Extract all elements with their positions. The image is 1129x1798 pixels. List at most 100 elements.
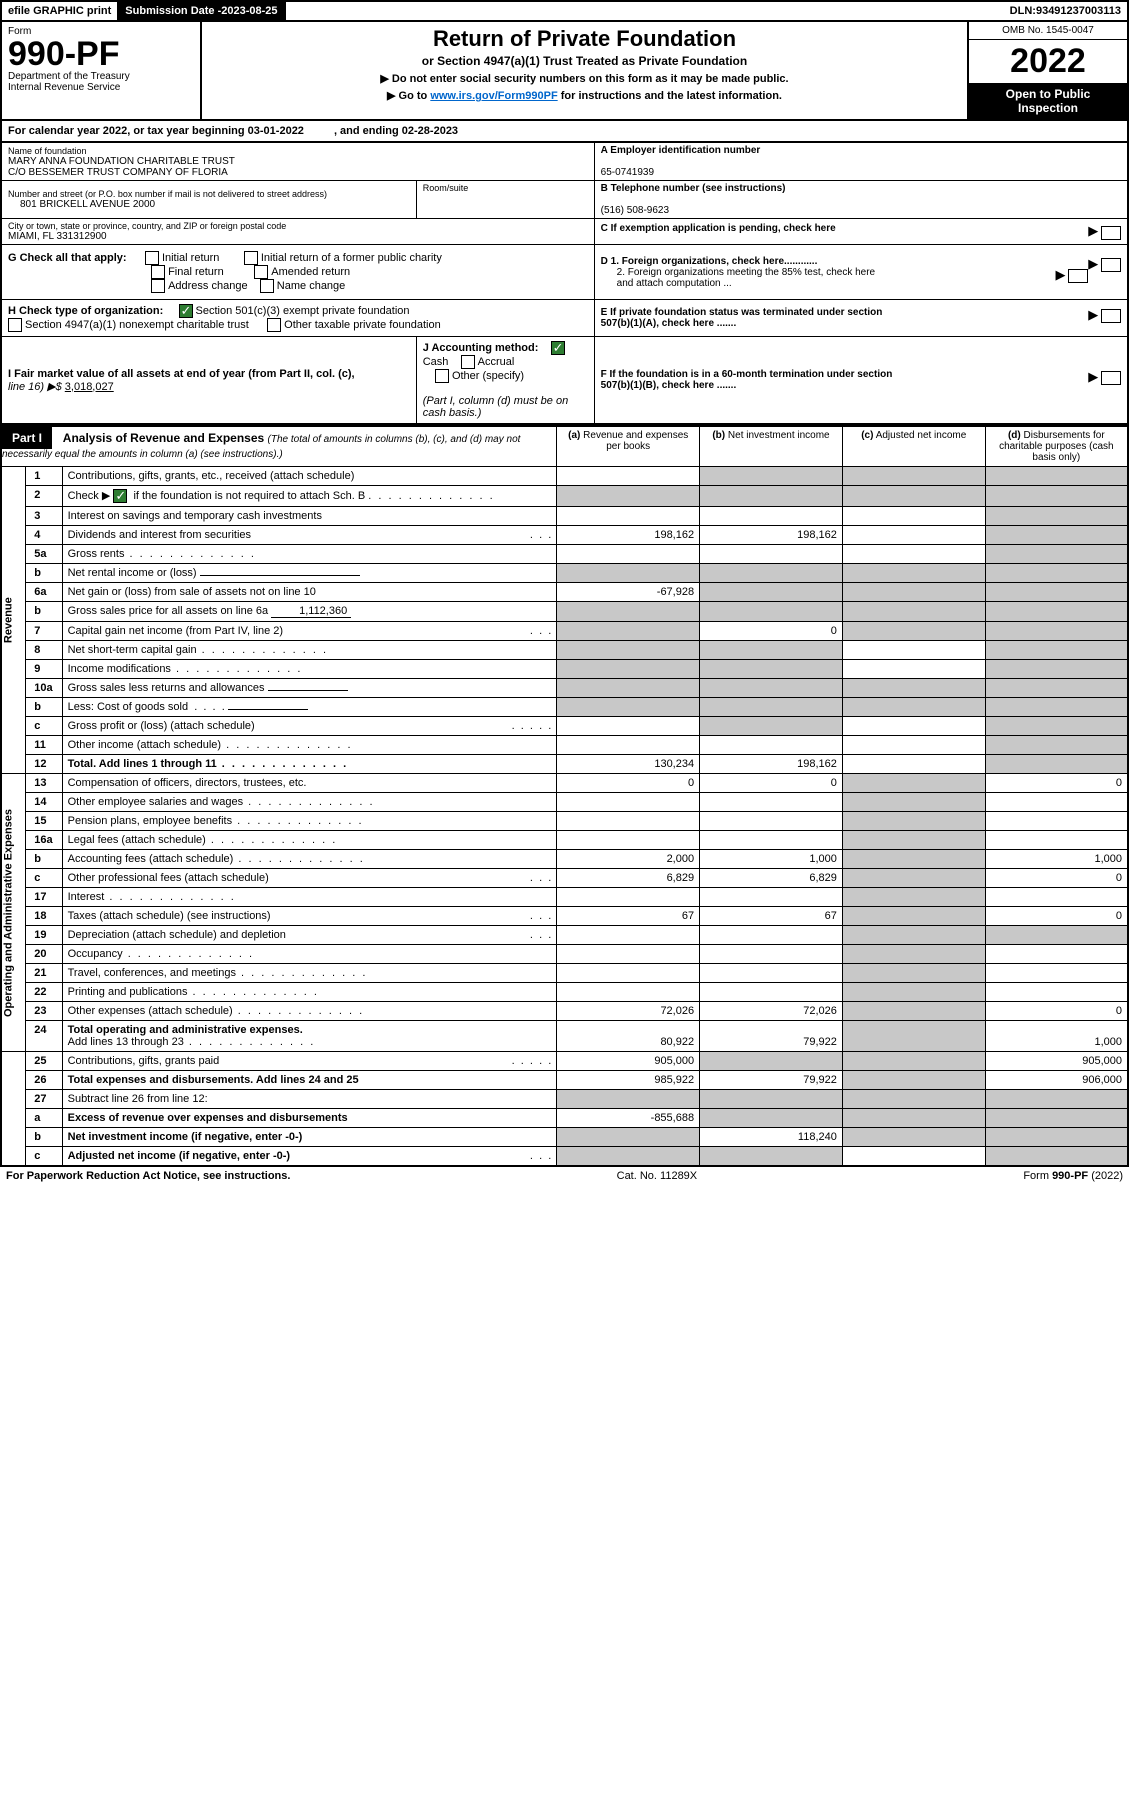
- ln-22: 22: [26, 983, 62, 1002]
- f-checkbox[interactable]: [1101, 371, 1121, 385]
- dln: DLN: 93491237003113: [1004, 2, 1127, 20]
- c-checkbox[interactable]: [1101, 226, 1121, 240]
- r23-b: 72,026: [700, 1002, 843, 1021]
- d1-checkbox[interactable]: [1101, 258, 1121, 272]
- row-6b: bGross sales price for all assets on lin…: [1, 602, 1128, 622]
- j-other-checkbox[interactable]: [435, 369, 449, 383]
- g-amended: Amended return: [271, 266, 350, 278]
- ln-6b: b: [26, 602, 62, 622]
- desc-10c: Gross profit or (loss) (attach schedule): [68, 720, 255, 732]
- d1-label: D 1. Foreign organizations, check here..…: [601, 256, 818, 267]
- desc-26: Total expenses and disbursements. Add li…: [62, 1071, 557, 1090]
- g-final-checkbox[interactable]: [151, 265, 165, 279]
- row-21: 21Travel, conferences, and meetings: [1, 964, 1128, 983]
- h-501c3-checkbox[interactable]: [179, 304, 193, 318]
- ln-7: 7: [26, 622, 62, 641]
- ln-15: 15: [26, 812, 62, 831]
- r16b-b: 1,000: [700, 850, 843, 869]
- inspect1: Open to Public: [973, 87, 1123, 101]
- col-c-txt: Adjusted net income: [876, 430, 967, 441]
- i-line: line 16) ▶$: [8, 381, 65, 393]
- row-4: 4Dividends and interest from securities.…: [1, 526, 1128, 545]
- r16b-a: 2,000: [557, 850, 700, 869]
- row-19: 19Depreciation (attach schedule) and dep…: [1, 926, 1128, 945]
- desc-12: Total. Add lines 1 through 11: [68, 758, 217, 770]
- g-initial-former-checkbox[interactable]: [244, 251, 258, 265]
- row-9: 9Income modifications: [1, 660, 1128, 679]
- desc-10b: Less: Cost of goods sold: [68, 701, 188, 713]
- desc-27c: Adjusted net income (if negative, enter …: [68, 1150, 290, 1162]
- row-25: 25Contributions, gifts, grants paid. . .…: [1, 1052, 1128, 1071]
- ln-8: 8: [26, 641, 62, 660]
- h-label: H Check type of organization:: [8, 305, 163, 317]
- header-center: Return of Private Foundation or Section …: [202, 22, 967, 119]
- h-501c3: Section 501(c)(3) exempt private foundat…: [196, 305, 410, 317]
- col-a-txt: Revenue and expenses per books: [583, 430, 688, 452]
- row-27a: aExcess of revenue over expenses and dis…: [1, 1109, 1128, 1128]
- entity-info: Name of foundation MARY ANNA FOUNDATION …: [0, 143, 1129, 425]
- submission-date: Submission Date - 2023-08-25: [119, 2, 285, 20]
- inspect2: Inspection: [973, 101, 1123, 115]
- instructions-link[interactable]: www.irs.gov/Form990PF: [430, 90, 557, 102]
- row-17: 17Interest: [1, 888, 1128, 907]
- row-27c: cAdjusted net income (if negative, enter…: [1, 1147, 1128, 1167]
- header-right: OMB No. 1545-0047 2022 Open to Public In…: [967, 22, 1127, 119]
- desc-13: Compensation of officers, directors, tru…: [62, 774, 557, 793]
- ln-27: 27: [26, 1090, 62, 1109]
- g-addr-checkbox[interactable]: [151, 279, 165, 293]
- desc-16b: Accounting fees (attach schedule): [68, 853, 234, 865]
- ln-2: 2: [26, 486, 62, 507]
- desc-6a: Net gain or (loss) from sale of assets n…: [62, 583, 557, 602]
- h-other-taxable: Other taxable private foundation: [284, 319, 441, 331]
- form-ref: Form 990-PF (2022): [1023, 1170, 1123, 1182]
- instructions-link-line: ▶ Go to www.irs.gov/Form990PF for instru…: [210, 89, 959, 102]
- g-initial-checkbox[interactable]: [145, 251, 159, 265]
- row-5b: bNet rental income or (loss): [1, 564, 1128, 583]
- g-name-checkbox[interactable]: [260, 279, 274, 293]
- desc-2a: Check ▶: [68, 490, 111, 502]
- r24-a: 80,922: [557, 1021, 700, 1052]
- desc-10a: Gross sales less returns and allowances: [68, 682, 265, 694]
- d2-checkbox[interactable]: [1068, 269, 1088, 283]
- city-value: MIAMI, FL 331312900: [8, 231, 107, 242]
- header-left: Form 990-PF Department of the Treasury I…: [2, 22, 202, 119]
- row-16a: 16aLegal fees (attach schedule): [1, 831, 1128, 850]
- dept-treasury: Department of the Treasury: [8, 71, 194, 82]
- g-amended-checkbox[interactable]: [254, 265, 268, 279]
- r7-b: 0: [700, 622, 843, 641]
- desc-20: Occupancy: [68, 948, 123, 960]
- r27b-b: 118,240: [700, 1128, 843, 1147]
- desc-8: Net short-term capital gain: [68, 644, 197, 656]
- desc-9: Income modifications: [68, 663, 171, 675]
- desc-24a: Total operating and administrative expen…: [68, 1024, 303, 1036]
- row-12: 12Total. Add lines 1 through 11130,23419…: [1, 755, 1128, 774]
- open-inspection: Open to Public Inspection: [969, 83, 1127, 119]
- g-final: Final return: [168, 266, 224, 278]
- row-10a: 10aGross sales less returns and allowanc…: [1, 679, 1128, 698]
- r4-a: 198,162: [557, 526, 700, 545]
- ln-6a: 6a: [26, 583, 62, 602]
- r13-b: 0: [700, 774, 843, 793]
- dept-irs: Internal Revenue Service: [8, 82, 194, 93]
- row-5a: 5aGross rents: [1, 545, 1128, 564]
- tax-year: 2022: [969, 40, 1127, 83]
- schb-checkbox[interactable]: [113, 489, 127, 503]
- j-accrual: Accrual: [478, 356, 515, 368]
- note2-pre: ▶ Go to: [387, 90, 430, 102]
- desc-27: Subtract line 26 from line 12:: [62, 1090, 557, 1109]
- row-13: Operating and Administrative Expenses 13…: [1, 774, 1128, 793]
- desc-1: Contributions, gifts, grants, etc., rece…: [62, 467, 557, 486]
- j-accrual-checkbox[interactable]: [461, 355, 475, 369]
- desc-7: Capital gain net income (from Part IV, l…: [68, 625, 283, 637]
- g-name-change: Name change: [277, 280, 346, 292]
- e-checkbox[interactable]: [1101, 309, 1121, 323]
- efile-label[interactable]: efile GRAPHIC print: [2, 2, 119, 20]
- h-4947-checkbox[interactable]: [8, 318, 22, 332]
- ln-16c: c: [26, 869, 62, 888]
- h-other-checkbox[interactable]: [267, 318, 281, 332]
- ein-value: 65-0741939: [601, 167, 654, 178]
- desc-3: Interest on savings and temporary cash i…: [62, 507, 557, 526]
- form-number: 990-PF: [8, 37, 194, 71]
- r26-a: 985,922: [557, 1071, 700, 1090]
- j-cash-checkbox[interactable]: [551, 341, 565, 355]
